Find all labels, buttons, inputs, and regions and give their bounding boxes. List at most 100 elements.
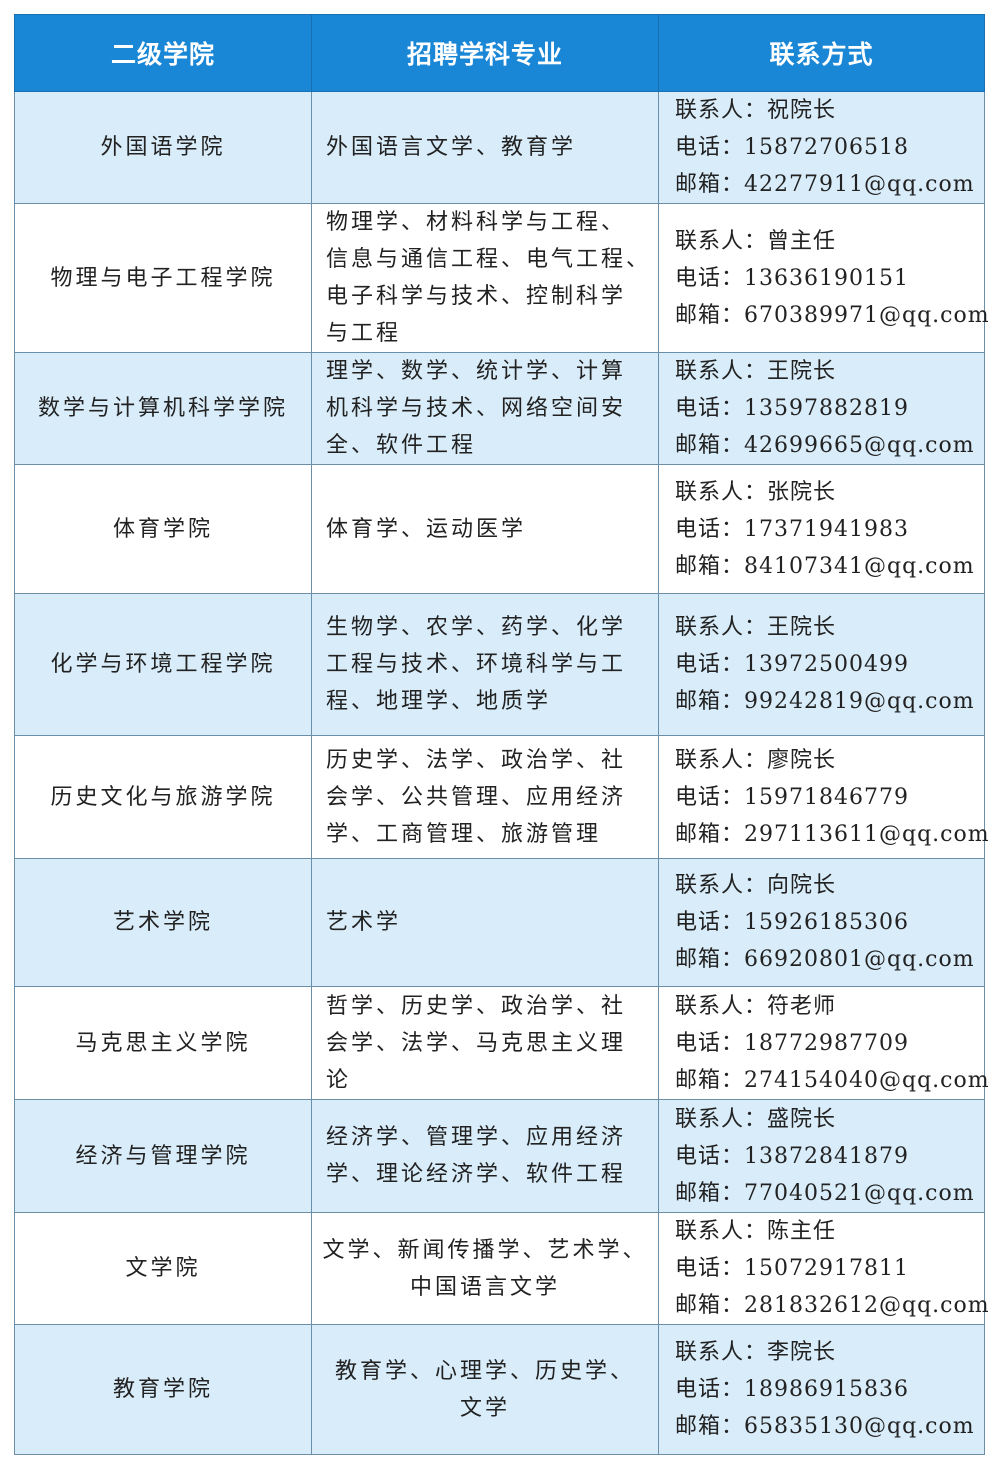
subjects-line: 生物学、农学、药学、化学 <box>326 615 627 640</box>
subjects-line: 会学、公共管理、应用经济 <box>326 784 627 810</box>
subjects-cell: 物理学、材料科学与工程、 信息与通信工程、电气工程、 电子科学与技术、控制科学 与工程 <box>311 203 659 353</box>
contact-phone: 电话：18772987709 <box>675 1030 909 1056</box>
contact-phone: 电话：13872841879 <box>675 1143 909 1169</box>
subjects-line: 论 <box>326 1067 352 1093</box>
subjects-line: 历史学、法学、政治学、社 <box>326 747 627 773</box>
contact-phone: 电话：15971846779 <box>675 784 909 810</box>
table-row: 物理与电子工程学院 物理学、材料科学与工程、 信息与通信工程、电气工程、 电子科学与技… <box>14 203 989 353</box>
subjects-line: 体育学、运动医学 <box>326 516 527 542</box>
contact-person: 联系人：王院长 <box>675 615 837 640</box>
subjects-cell: 体育学、运动医学 <box>311 464 659 594</box>
subjects-line: 物理学、材料科学与工程、 <box>326 210 627 235</box>
subjects-line: 理学、数学、统计学、计算 <box>326 359 627 384</box>
subjects-line: 会学、法学、马克思主义理 <box>326 1030 627 1056</box>
subjects-cell: 教育学、心理学、历史学、 文学 <box>311 1324 659 1455</box>
table-row: 经济与管理学院 经济学、管理学、应用经济 学、理论经济学、软件工程 联系人：盛院长 电话… <box>14 1099 985 1213</box>
subjects-line: 全、软件工程 <box>326 433 477 458</box>
contact-phone: 电话：15872706518 <box>675 135 909 160</box>
subjects-line: 程、地理学、地质学 <box>326 689 552 714</box>
subjects-line: 工程与技术、环境科学与工 <box>326 652 627 677</box>
subjects-line: 机科学与技术、网络空间安 <box>326 396 627 421</box>
table-row: 教育学院 教育学、心理学、历史学、 文学 联系人：李院长 电话：18986915836 邮… <box>14 1324 985 1455</box>
contact-phone: 电话：15072917811 <box>675 1256 909 1281</box>
table-row: 化学与环境工程学院 生物学、农学、药学、化学 工程与技术、环境科学与工 程、地理学、地… <box>14 593 985 736</box>
table-row: 体育学院 体育学、运动医学 联系人：张院长电话：17371941983 邮箱：8410… <box>14 464 985 594</box>
contact-person: 联系人：王院长 <box>675 359 837 384</box>
contact-person: 联系人：张院长 <box>675 479 837 505</box>
subjects-cell: 哲学、历史学、政治学、社 会学、法学、马克思主义理论 <box>311 986 659 1100</box>
college-cell: 马克思主义学院 <box>14 986 312 1100</box>
contact-cell: 联系人：曾主任 电话：13636190151 邮箱：670389971@qq.com <box>658 203 989 353</box>
contact-cell: 联系人：李院长电话：18986915836 邮箱：65835130@qq.com <box>658 1324 985 1455</box>
college-cell: 历史文化与旅游学院 <box>14 735 312 859</box>
contact-email: 邮箱：297113611@qq.com <box>675 821 990 847</box>
contact-email: 邮箱：281832612@qq.com <box>675 1293 990 1318</box>
contact-phone: 电话：15926185306 <box>675 910 909 935</box>
subjects-line: 艺术学 <box>326 910 402 935</box>
subjects-line: 学、工商管理、旅游管理 <box>326 821 602 847</box>
subjects-line: 学、理论经济学、软件工程 <box>326 1162 627 1187</box>
subjects-cell: 历史学、法学、政治学、社 会学、公共管理、应用经济 学、工商管理、旅游管理 <box>311 735 659 859</box>
contact-email: 邮箱：99242819@qq.com <box>675 689 975 714</box>
contact-phone: 电话：18986915836 <box>675 1377 909 1402</box>
table-row: 历史文化与旅游学院 历史学、法学、政治学、社 会学、公共管理、应用经济 学、工商管理、… <box>14 735 990 859</box>
subjects-line: 文学、新闻传播学、艺术学、 <box>322 1237 648 1263</box>
college-cell: 文学院 <box>14 1212 312 1325</box>
college-cell: 数学与计算机科学学院 <box>14 352 312 465</box>
contact-email: 邮箱：66920801@qq.com <box>675 947 975 972</box>
contact-email: 邮箱：274154040@qq.com <box>675 1067 990 1093</box>
contact-cell: 联系人：王院长电话：13972500499 邮箱：99242819@qq.com <box>658 593 985 736</box>
contact-person: 联系人：廖院长 <box>675 747 837 773</box>
subjects-line: 教育学、心理学、历史学、 <box>334 1358 635 1384</box>
subjects-line: 与工程 <box>326 321 402 346</box>
subjects-line: 电子科学与技术、控制科学 <box>326 284 627 309</box>
contact-email: 邮箱：77040521@qq.com <box>675 1180 975 1206</box>
subjects-cell: 生物学、农学、药学、化学 工程与技术、环境科学与工 程、地理学、地质学 <box>311 593 659 736</box>
contact-cell: 联系人：盛院长电话：13872841879 邮箱：77040521@qq.com <box>658 1099 985 1213</box>
contact-cell: 联系人：王院长电话：13597882819 邮箱：42699665@qq.com <box>658 352 985 465</box>
contact-person: 联系人：曾主任 <box>675 228 837 254</box>
contact-person: 联系人：祝院长 <box>675 98 837 123</box>
college-cell: 教育学院 <box>14 1324 312 1455</box>
table-row: 外国语学院 外国语言文学、教育学 联系人：祝院长电话：15872706518 邮箱：4… <box>14 91 985 204</box>
subjects-line: 文学 <box>459 1395 510 1421</box>
contact-cell: 联系人：廖院长电话：15971846779 邮箱：297113611@qq.com <box>658 735 990 859</box>
college-cell: 外国语学院 <box>14 91 312 204</box>
header-college: 二级学院 <box>14 14 312 92</box>
contact-cell: 联系人：张院长电话：17371941983 邮箱：84107341@qq.com <box>658 464 985 594</box>
contact-phone: 电话：13597882819 <box>675 396 909 421</box>
college-cell: 艺术学院 <box>14 858 312 987</box>
contact-person: 联系人：盛院长 <box>675 1106 837 1132</box>
table-row: 文学院 文学、新闻传播学、艺术学、 中国语言文学 联系人：陈主任 电话：15072917… <box>14 1212 990 1325</box>
contact-email: 邮箱：65835130@qq.com <box>675 1414 975 1439</box>
contact-phone: 电话：13972500499 <box>675 652 909 677</box>
contact-person: 联系人：向院长 <box>675 873 837 898</box>
subjects-line: 哲学、历史学、政治学、社 <box>326 993 627 1019</box>
contact-cell: 联系人：祝院长电话：15872706518 邮箱：42277911@qq.com <box>658 91 985 204</box>
contact-phone: 电话：13636190151 <box>675 265 909 291</box>
subjects-cell: 经济学、管理学、应用经济 学、理论经济学、软件工程 <box>311 1099 659 1213</box>
contact-person: 联系人：李院长 <box>675 1340 837 1365</box>
subjects-cell: 理学、数学、统计学、计算 机科学与技术、网络空间安 全、软件工程 <box>311 352 659 465</box>
subjects-line: 经济学、管理学、应用经济 <box>326 1125 627 1150</box>
college-cell: 经济与管理学院 <box>14 1099 312 1213</box>
recruitment-table: 二级学院 招聘学科专业 联系方式 外国语学院 外国语言文学、教育学 联系人：祝院长电… <box>14 14 990 1455</box>
table-row: 艺术学院 艺术学 联系人：向院长电话：15926185306 邮箱：66920801@… <box>14 858 985 987</box>
contact-cell: 联系人：符老师 电话：18772987709 邮箱：274154040@qq.com <box>658 986 990 1100</box>
college-cell: 化学与环境工程学院 <box>14 593 312 736</box>
contact-cell: 联系人：向院长电话：15926185306 邮箱：66920801@qq.com <box>658 858 985 987</box>
contact-email: 邮箱：84107341@qq.com <box>675 553 975 579</box>
table-row: 马克思主义学院 哲学、历史学、政治学、社 会学、法学、马克思主义理论联系人：符老师电… <box>14 986 990 1100</box>
contact-phone: 电话：17371941983 <box>675 516 909 542</box>
subjects-line: 外国语言文学、教育学 <box>326 135 577 160</box>
college-cell: 体育学院 <box>14 464 312 594</box>
contact-cell: 联系人：陈主任 电话：15072917811 邮箱：281832612@qq.com <box>658 1212 990 1325</box>
contact-email: 邮箱：42277911@qq.com <box>675 172 975 197</box>
subjects-cell: 外国语言文学、教育学 <box>311 91 659 204</box>
header-subjects: 招聘学科专业 <box>311 14 659 92</box>
header-contact: 联系方式 <box>658 14 985 92</box>
contact-email: 邮箱：42699665@qq.com <box>675 433 975 458</box>
college-cell: 物理与电子工程学院 <box>14 203 312 353</box>
subjects-line: 中国语言文学 <box>409 1274 560 1300</box>
table-row: 数学与计算机科学学院 理学、数学、统计学、计算 机科学与技术、网络空间安 全、软件工程… <box>14 352 985 465</box>
